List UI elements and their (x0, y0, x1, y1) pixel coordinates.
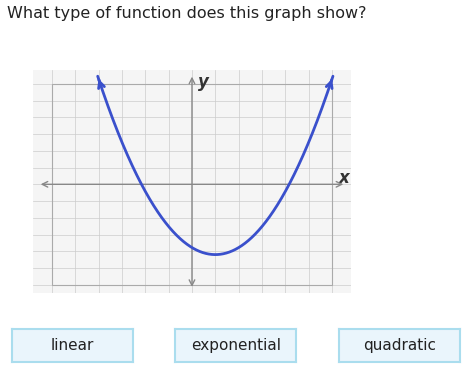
Text: x: x (339, 170, 350, 187)
Text: linear: linear (51, 338, 94, 353)
Bar (52, 84, 332, 285)
Text: exponential: exponential (191, 338, 281, 353)
Text: quadratic: quadratic (363, 338, 436, 353)
Text: y: y (198, 73, 209, 91)
Text: What type of function does this graph show?: What type of function does this graph sh… (7, 6, 366, 20)
